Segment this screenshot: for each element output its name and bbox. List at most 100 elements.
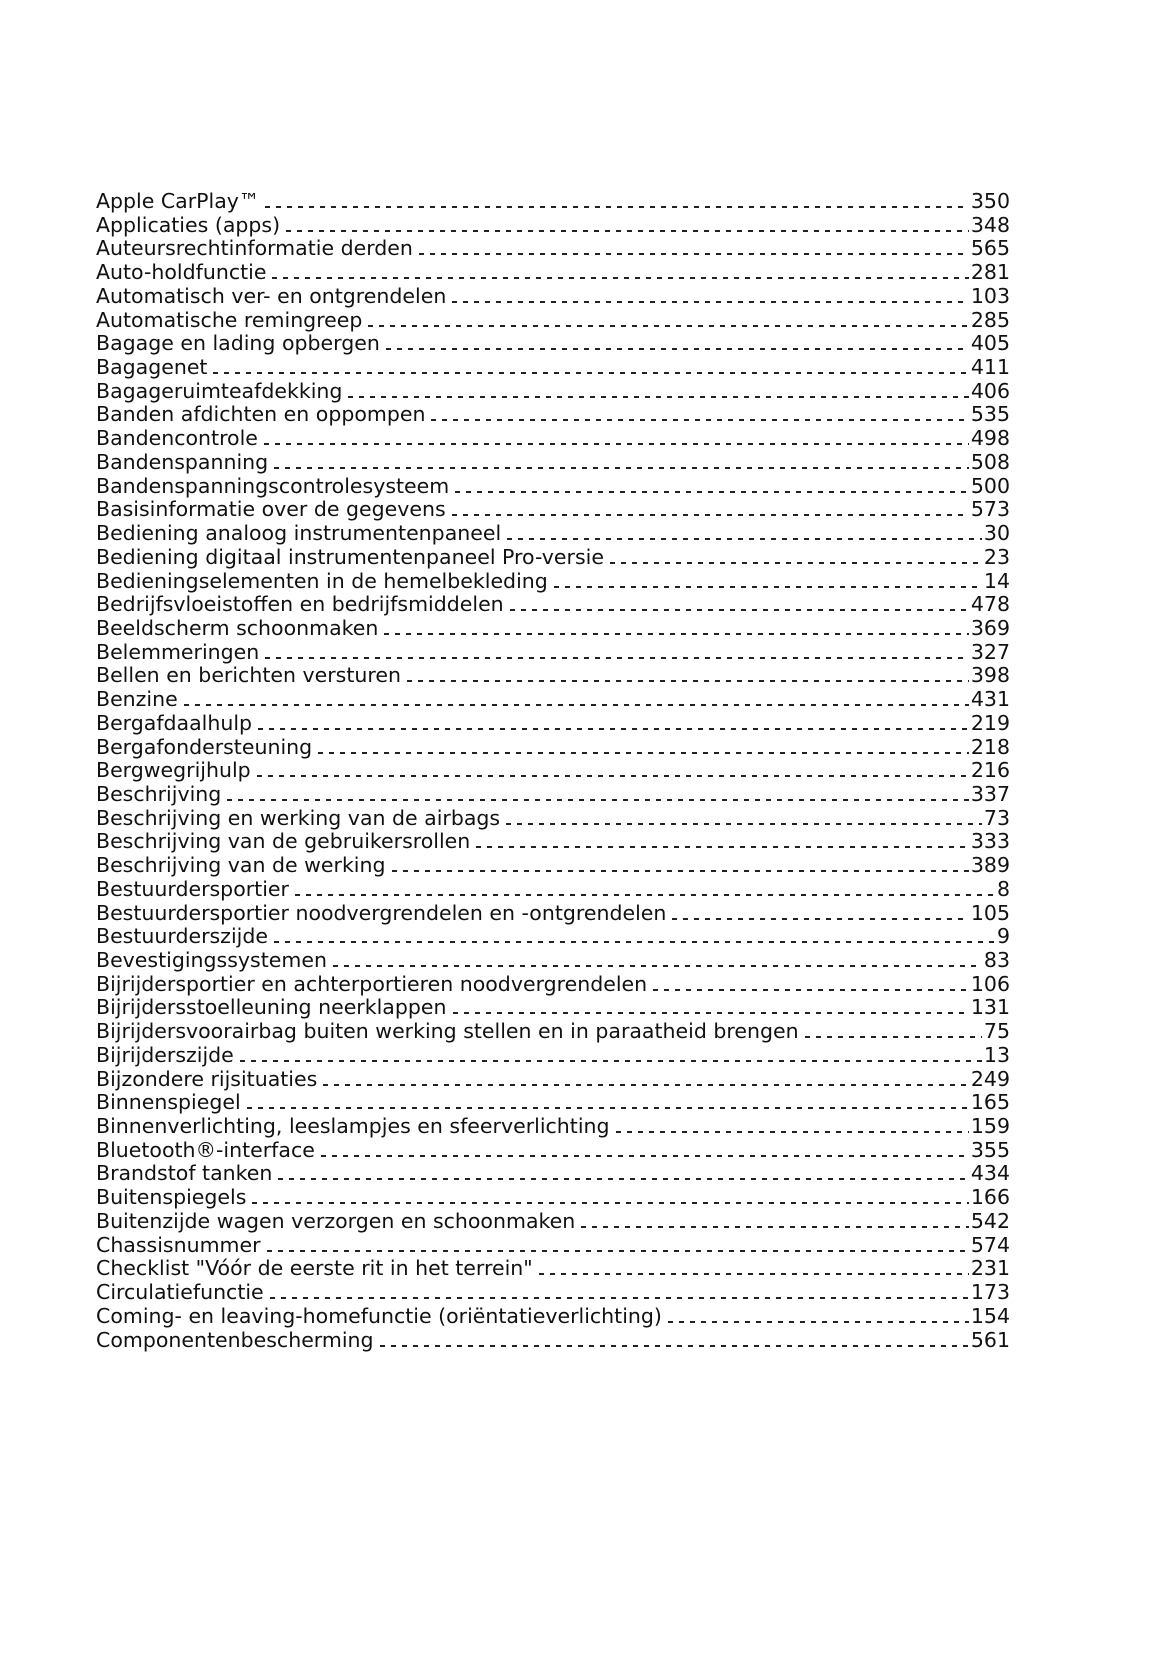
index-entry: Apple CarPlay™ 350 (96, 189, 1010, 214)
index-term: Bagageruimteafdekking (96, 378, 343, 403)
dot-leader (278, 1178, 969, 1181)
page-number: 561 (970, 1327, 1010, 1352)
index-entry: Bijrijderszijde 13 (96, 1043, 1010, 1068)
page-number: 154 (970, 1303, 1010, 1328)
index-term: Automatisch ver- en ontgrendelen (96, 283, 447, 308)
index-entry: Bijrijdersstoelleuning neerklappen 131 (96, 996, 1010, 1020)
index-entry: Bedrijfsvloeistoffen en bedrijfsmiddelen… (96, 592, 1010, 617)
index-entry: Bijrijdersportier en achterportieren noo… (96, 971, 1010, 997)
index-entry: Automatische remingreep 285 (96, 307, 1010, 333)
page-number: 249 (970, 1066, 1010, 1091)
index-term: Auto-holdfunctie (96, 260, 267, 285)
page-number: 389 (970, 853, 1010, 878)
index-term: Checklist "Vóór de eerste rit in het ter… (96, 1256, 533, 1281)
index-term: Bandenspanning (96, 449, 269, 474)
page-number: 219 (970, 710, 1010, 735)
page-number: 73 (983, 805, 1010, 830)
dot-leader (451, 514, 969, 517)
index-entry: Automatisch ver- en ontgrendelen 103 (96, 283, 1010, 309)
page-number: 165 (970, 1090, 1010, 1115)
index-entry: Brandstof tanken 434 (96, 1162, 1010, 1186)
page-number: 406 (970, 378, 1010, 403)
dot-leader (272, 277, 969, 280)
index-term: Beschrijving en werking van de airbags (96, 805, 501, 830)
index-entry: Bijzondere rijsituaties 249 (96, 1066, 1010, 1092)
index-term: Bluetooth®-interface (96, 1137, 315, 1162)
page-number: 478 (970, 592, 1010, 617)
page-number: 500 (970, 473, 1010, 498)
dot-leader (385, 348, 969, 351)
dot-leader (667, 1320, 969, 1323)
index-entry: Chassisnummer 574 (96, 1232, 1010, 1258)
index-term: Bestuurderszijde (96, 924, 268, 949)
dot-leader (452, 300, 969, 303)
index-entry: Bediening digitaal instrumentenpaneel Pr… (96, 545, 1010, 570)
index-term: Binnenspiegel (96, 1090, 241, 1115)
index-term: Bedieningselementen in de hemelbekleding (96, 568, 548, 593)
index-entry: Bedieningselementen in de hemelbekleding… (96, 568, 1010, 594)
dot-leader (476, 846, 969, 849)
index-entry: Applicaties (apps) 348 (96, 212, 1010, 238)
index-entry: Beschrijving en werking van de airbags 73 (96, 805, 1010, 831)
dot-leader (348, 395, 969, 398)
index-entry: Beschrijving van de gebruikersrollen 333 (96, 830, 1010, 854)
index-entry: Belemmeringen 327 (96, 639, 1010, 665)
page-number: 173 (970, 1280, 1010, 1305)
index-term: Bandencontrole (96, 426, 258, 451)
page-number: 166 (970, 1185, 1010, 1210)
index-entry: Bestuurdersportier 8 (96, 877, 1010, 902)
page-number: 83 (983, 948, 1010, 972)
dot-leader (368, 324, 969, 327)
dot-leader (266, 1249, 969, 1252)
index-entry: Beeldscherm schoonmaken 369 (96, 616, 1010, 641)
index-term: Bijzondere rijsituaties (96, 1066, 318, 1091)
page-number: 14 (983, 568, 1010, 593)
page-number: 106 (970, 971, 1010, 996)
page-number: 327 (970, 639, 1010, 664)
index-term: Circulatiefunctie (96, 1280, 264, 1305)
page-number: 103 (970, 283, 1010, 308)
dot-leader (615, 1131, 969, 1134)
dot-leader (323, 1083, 969, 1086)
index-term: Benzine (96, 687, 178, 712)
page-number: 216 (970, 758, 1010, 783)
dot-leader (804, 1036, 982, 1039)
dot-leader (265, 206, 969, 208)
index-entry: Bandencontrole 498 (96, 426, 1010, 451)
index-term: Bagage en lading opbergen (96, 331, 380, 356)
dot-leader (609, 561, 982, 564)
page-number: 231 (970, 1256, 1010, 1281)
page-number: 508 (970, 449, 1010, 474)
index-term: Beschrijving van de gebruikersrollen (96, 829, 471, 854)
index-list: Apple CarPlay™ 350 Applicaties (apps) 348 Au… (96, 189, 1010, 1352)
index-term: Binnenverlichting, leeslampjes en sfeerv… (96, 1114, 610, 1139)
index-entry: Bagagenet 411 (96, 355, 1010, 380)
page-number: 411 (970, 355, 1010, 380)
index-entry: Auto-holdfunctie 281 (96, 260, 1010, 285)
index-term: Bestuurdersportier noodvergrendelen en -… (96, 900, 667, 925)
index-term: Beschrijving van de werking (96, 853, 386, 878)
dot-leader (294, 893, 995, 896)
page-number: 573 (970, 497, 1010, 522)
index-entry: Bediening analoog instrumentenpaneel 30 (96, 521, 1010, 546)
index-entry: Banden afdichten en oppompen 535 (96, 403, 1010, 427)
index-term: Bijrijdersvoorairbag buiten werking stel… (96, 1019, 799, 1044)
index-entry: Beschrijving van de werking 389 (96, 853, 1010, 878)
page-number: 218 (970, 734, 1010, 759)
page-number: 285 (970, 307, 1010, 332)
index-term: Applicaties (apps) (96, 212, 281, 237)
page-number: 498 (970, 426, 1010, 451)
dot-leader (269, 1297, 969, 1300)
dot-leader (252, 1202, 969, 1205)
dot-leader (379, 1344, 969, 1347)
index-entry: Beschrijving 337 (96, 782, 1010, 807)
dot-leader (384, 632, 969, 635)
index-entry: Benzine 431 (96, 687, 1010, 712)
page-number: 30 (983, 521, 1010, 546)
index-entry: Buitenzijde wagen verzorgen en schoonmak… (96, 1209, 1010, 1234)
index-entry: Binnenverlichting, leeslampjes en sfeerv… (96, 1114, 1010, 1139)
index-term: Bandenspanningscontrolesysteem (96, 473, 450, 498)
dot-leader (239, 1059, 982, 1062)
index-term: Chassisnummer (96, 1232, 261, 1257)
index-entry: Bandenspanning 508 (96, 449, 1010, 475)
